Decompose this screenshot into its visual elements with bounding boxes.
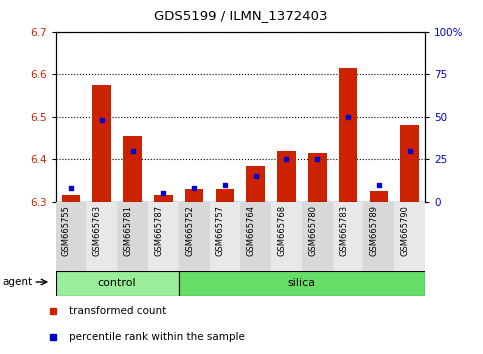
Text: GSM665764: GSM665764 [247,205,256,256]
Bar [333,202,364,271]
Text: GSM665763: GSM665763 [93,205,102,256]
Text: GSM665752: GSM665752 [185,205,194,256]
Bar [62,195,80,202]
Bar [277,151,296,202]
Bar [123,136,142,202]
Text: GSM665787: GSM665787 [154,205,163,256]
Text: GSM665755: GSM665755 [62,205,71,256]
Text: GSM665757: GSM665757 [216,205,225,256]
Text: agent: agent [3,277,33,287]
Bar [364,202,394,271]
Text: GSM665768: GSM665768 [277,205,286,256]
Text: GSM665780: GSM665780 [308,205,317,256]
Bar [240,202,271,271]
Bar [271,202,302,271]
Text: silica: silica [288,278,316,288]
Text: transformed count: transformed count [69,306,166,316]
Text: GSM665781: GSM665781 [124,205,132,256]
Bar [339,68,357,202]
Bar [302,202,333,271]
Text: GSM665789: GSM665789 [370,205,379,256]
Bar [148,202,179,271]
Bar [369,191,388,202]
Bar [394,202,425,271]
Bar [56,271,179,296]
Text: GSM665790: GSM665790 [400,205,410,256]
Text: percentile rank within the sample: percentile rank within the sample [69,332,244,342]
Text: GSM665783: GSM665783 [339,205,348,256]
Text: GDS5199 / ILMN_1372403: GDS5199 / ILMN_1372403 [154,9,327,22]
Bar [117,202,148,271]
Bar [308,153,327,202]
Text: control: control [98,278,136,288]
Bar [210,202,240,271]
Bar [179,202,210,271]
Bar [215,189,234,202]
Bar [246,166,265,202]
Bar [56,202,86,271]
Bar [92,85,111,202]
Bar [179,271,425,296]
Bar [154,195,172,202]
Bar [185,189,203,202]
Bar [400,125,419,202]
Bar [86,202,117,271]
